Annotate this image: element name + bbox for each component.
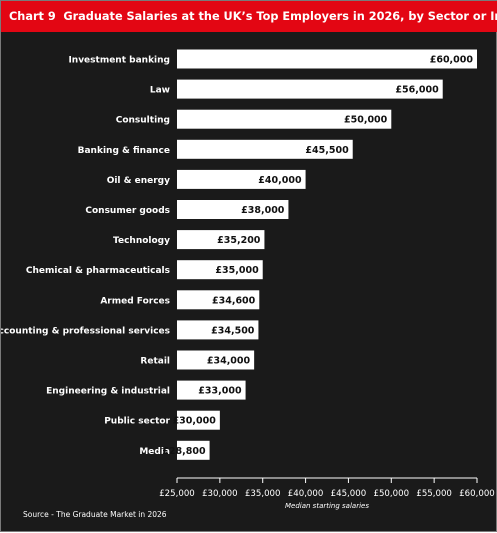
category-label-accounting-and-professional-services: Accounting & professional services: [1, 326, 170, 336]
bar-chemical-and-pharmaceuticals: [177, 260, 263, 280]
bar-consumer-goods: [177, 200, 289, 219]
bar-media: [177, 440, 210, 460]
bar-oil-and-energy: [177, 169, 306, 189]
x-tick-label: £40,000: [288, 489, 324, 499]
x-tick-label: £60,000: [459, 489, 495, 499]
bar-value-label-consumer-goods: £38,000: [241, 205, 285, 216]
bar-value-label-media: £28,800: [162, 446, 206, 457]
category-label-oil-and-energy: Oil & energy: [107, 176, 170, 186]
category-label-banking-and-finance: Banking & finance: [78, 146, 170, 156]
source-note: Source - The Graduate Market in 2026: [23, 510, 167, 519]
category-label-investment-banking: Investment banking: [68, 56, 170, 66]
bar-value-label-law: £56,000: [395, 85, 439, 96]
bar-value-label-banking-and-finance: £45,500: [305, 145, 349, 156]
bar-technology: [177, 230, 265, 250]
bar-value-label-engineering-and-industrial: £33,000: [198, 386, 242, 397]
bars: £60,000 £56,000 £50,000 £45,500 £40,000 £38,0…: [162, 49, 477, 460]
x-tick-label: £25,000: [159, 489, 195, 499]
x-tick-label: £35,000: [245, 489, 281, 499]
bar-accounting-and-professional-services: [177, 320, 259, 340]
bar-value-label-chemical-and-pharmaceuticals: £35,000: [215, 265, 259, 276]
category-label-engineering-and-industrial: Engineering & industrial: [46, 387, 170, 397]
x-axis: £25,000 £30,000 £35,000 £40,000 £45,000 £50,0…: [159, 477, 495, 510]
x-tick-label: £50,000: [374, 489, 410, 499]
bar-engineering-and-industrial: [177, 380, 246, 400]
x-tick-label: £45,000: [331, 489, 367, 499]
bar-value-label-accounting-and-professional-services: £34,500: [211, 325, 255, 336]
category-label-media: Media: [139, 447, 170, 457]
category-labels: Investment banking Law Consulting Banking &…: [1, 56, 171, 457]
bar-consulting: [177, 109, 392, 129]
category-label-technology: Technology: [113, 236, 170, 246]
bar-value-label-consulting: £50,000: [344, 115, 388, 126]
bar-armed-forces: [177, 290, 260, 310]
x-tick-label: £30,000: [202, 489, 238, 499]
bar-value-label-technology: £35,200: [217, 235, 261, 246]
category-label-consulting: Consulting: [116, 116, 170, 126]
category-label-consumer-goods: Consumer goods: [85, 206, 170, 216]
category-label-retail: Retail: [140, 357, 170, 367]
chart-title: Graduate Salaries at the UK’s Top Employ…: [63, 10, 497, 23]
bar-value-label-investment-banking: £60,000: [430, 55, 474, 66]
x-axis-title: Median starting salaries: [285, 502, 369, 510]
category-label-chemical-and-pharmaceuticals: Chemical & pharmaceuticals: [26, 266, 170, 276]
bar-banking-and-finance: [177, 139, 353, 159]
bar-retail: [177, 350, 255, 370]
bar-value-label-retail: £34,000: [207, 356, 251, 367]
bar-value-label-armed-forces: £34,600: [212, 295, 256, 306]
bar-value-label-oil-and-energy: £40,000: [258, 175, 302, 186]
bar-value-label-public-sector: £30,000: [173, 416, 217, 427]
title-bar: Chart 9 Graduate Salaries at the UK’s To…: [1, 1, 497, 32]
bar-law: [177, 79, 443, 99]
category-label-public-sector: Public sector: [104, 417, 170, 427]
category-label-law: Law: [150, 86, 170, 96]
category-label-armed-forces: Armed Forces: [100, 296, 170, 306]
x-tick-label: £55,000: [416, 489, 452, 499]
chart-number-label: Chart 9: [9, 10, 56, 23]
bar-public-sector: [177, 410, 220, 430]
bar-investment-banking: [177, 49, 477, 69]
